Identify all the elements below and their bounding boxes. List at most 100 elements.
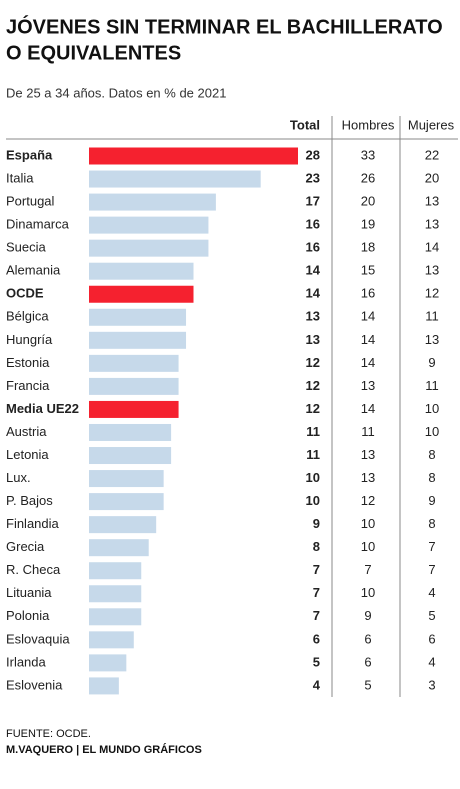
bar [89,423,172,441]
bar [89,262,194,280]
hombres-value: 19 [361,217,375,232]
hombres-value: 10 [361,585,375,600]
bar [89,193,216,211]
value-label: 6 [313,631,320,646]
value-label: 10 [306,493,320,508]
bar [89,285,194,303]
mujeres-value: 11 [425,309,439,324]
hombres-value: 18 [361,240,375,255]
mujeres-value: 6 [428,631,435,646]
bar [89,493,164,511]
hombres-value: 10 [361,539,375,554]
bar [89,216,209,234]
chart-subtitle: De 25 a 34 años. Datos en % de 2021 [6,85,226,100]
hombres-value: 16 [361,286,375,301]
bar [89,308,187,326]
hombres-value: 9 [364,608,371,623]
bar [89,585,142,603]
mujeres-value: 9 [428,493,435,508]
category-label: Media UE22 [6,401,79,416]
hombres-value: 14 [361,401,375,416]
mujeres-value: 10 [425,424,439,439]
category-label: Portugal [6,194,55,209]
hombres-value: 13 [361,378,375,393]
category-label: Eslovaquia [6,631,70,646]
hombres-value: 33 [361,147,375,162]
value-label: 7 [313,608,320,623]
credit: M.VAQUERO | EL MUNDO GRÁFICOS [6,743,202,756]
bar [89,562,142,580]
hombres-value: 14 [361,309,375,324]
bar [89,654,127,672]
mujeres-value: 11 [425,378,439,393]
value-label: 28 [306,147,320,162]
category-label: Hungría [6,332,53,347]
hombres-value: 13 [361,447,375,462]
bar [89,539,149,557]
bar [89,631,134,649]
category-label: Estonia [6,355,50,370]
category-label: España [6,147,53,162]
mujeres-value: 8 [428,470,435,485]
category-label: OCDE [6,286,44,301]
bar [89,331,187,349]
hombres-value: 12 [361,493,375,508]
value-label: 9 [313,516,320,531]
value-label: 4 [313,677,321,692]
category-label: Francia [6,378,50,393]
mujeres-value: 5 [428,608,435,623]
category-label: Suecia [6,240,47,255]
mujeres-value: 3 [428,677,435,692]
bar [89,470,164,488]
value-label: 12 [306,401,320,416]
category-label: Letonia [6,447,49,462]
hombres-value: 14 [361,332,375,347]
mujeres-value: 12 [425,286,439,301]
value-label: 12 [306,378,320,393]
value-label: 13 [306,332,320,347]
value-label: 16 [306,240,320,255]
chart-title: JÓVENES SIN TERMINAR EL BACHILLERATO [6,14,443,38]
mujeres-value: 9 [428,355,435,370]
mujeres-value: 22 [425,147,439,162]
hombres-value: 26 [361,170,375,185]
mujeres-value: 4 [428,654,435,669]
mujeres-value: 13 [425,194,439,209]
hombres-value: 6 [364,654,371,669]
value-label: 10 [306,470,320,485]
value-label: 7 [313,585,320,600]
value-label: 11 [306,447,320,462]
mujeres-value: 13 [425,217,439,232]
hombres-value: 13 [361,470,375,485]
category-label: Lux. [6,470,31,485]
category-label: Irlanda [6,654,47,669]
category-label: Alemania [6,263,61,278]
bar [89,354,179,372]
category-label: Italia [6,170,34,185]
value-label: 23 [306,170,320,185]
mujeres-value: 10 [425,401,439,416]
column-header: Total [290,117,320,132]
hombres-value: 11 [361,424,375,439]
value-label: 13 [306,309,320,324]
bar [89,400,179,418]
chart-title: O EQUIVALENTES [6,42,181,64]
mujeres-value: 20 [425,170,439,185]
hombres-value: 15 [361,263,375,278]
category-label: Polonia [6,608,50,623]
bar [89,516,157,534]
bar [89,377,179,395]
value-label: 12 [306,355,320,370]
hombres-value: 10 [361,516,375,531]
mujeres-value: 4 [428,585,435,600]
bar [89,147,298,165]
mujeres-value: 13 [425,263,439,278]
mujeres-value: 7 [428,539,435,554]
category-label: P. Bajos [6,493,53,508]
value-label: 11 [306,424,320,439]
mujeres-value: 13 [425,332,439,347]
value-label: 16 [306,217,320,232]
value-label: 8 [313,539,320,554]
category-label: Finlandia [6,516,60,531]
